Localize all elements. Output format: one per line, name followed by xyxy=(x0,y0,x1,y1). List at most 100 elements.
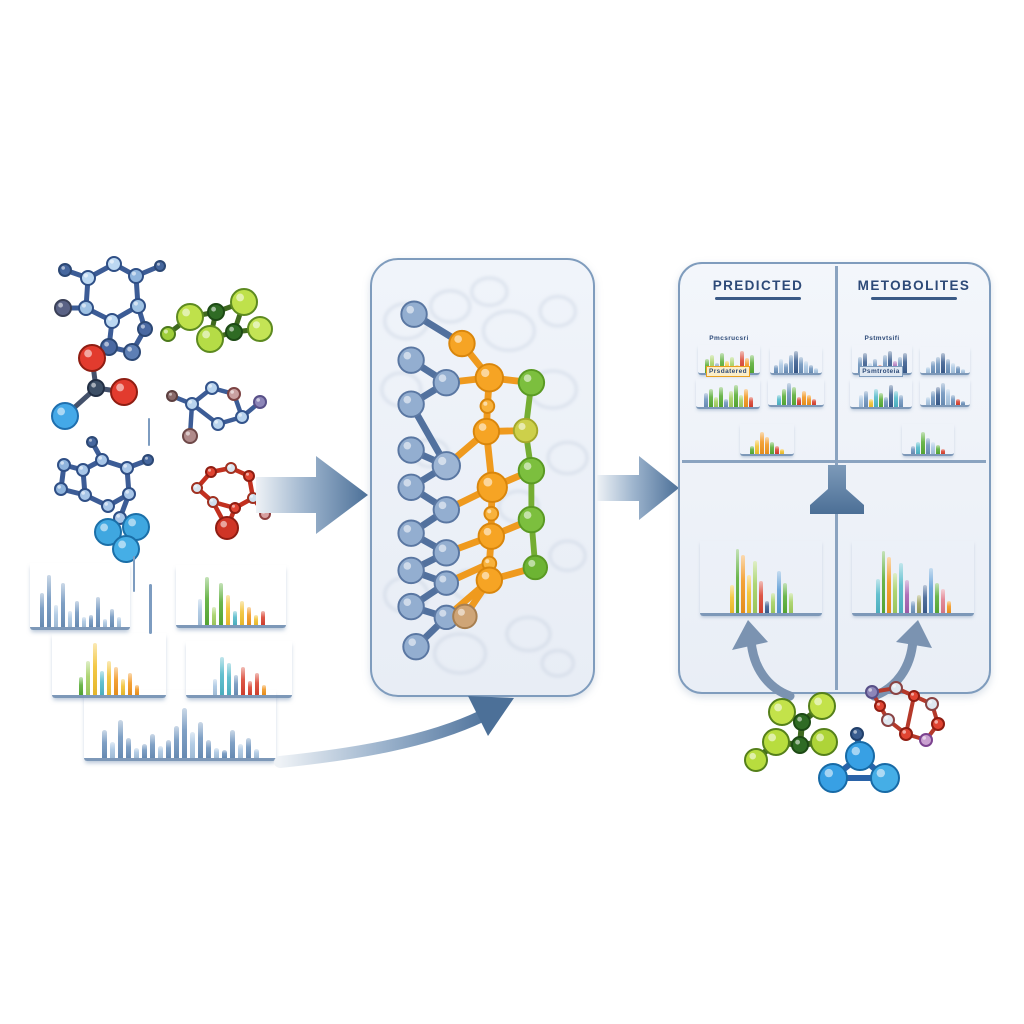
spectrum-bar xyxy=(740,555,745,613)
spectrum-bar xyxy=(881,551,885,613)
mini-chart: Psmtroteia xyxy=(850,366,912,409)
spectrum-bar xyxy=(955,366,960,373)
spectrum-bar xyxy=(926,438,930,454)
spectrum-bar xyxy=(743,389,748,407)
spectrum-bar xyxy=(88,615,93,627)
spectrum-bar xyxy=(133,748,139,758)
spectrum-bar xyxy=(211,607,216,625)
spectrum-bar xyxy=(229,730,235,758)
mini-spectrum xyxy=(740,424,794,456)
spectrum-bar xyxy=(245,738,251,758)
spectrum-bar xyxy=(237,744,243,758)
spectrum-bar xyxy=(728,391,733,407)
spectrum-bar xyxy=(226,663,231,695)
spectrum-bar xyxy=(128,673,132,695)
spectrum-bar xyxy=(859,395,863,407)
input-spectrum-multicolor-3 xyxy=(186,641,292,698)
spectrum-bar xyxy=(960,401,965,405)
spectrum-bar xyxy=(738,395,743,407)
spectrum-bar xyxy=(770,593,775,613)
spectrum-bar xyxy=(246,607,251,625)
spectrum-bar xyxy=(213,748,219,758)
panel-horizontal-divider xyxy=(682,460,986,463)
spectrum-bar xyxy=(240,667,245,695)
header-underline xyxy=(715,297,801,300)
spectrum-bar xyxy=(774,365,778,373)
spectrum-bar xyxy=(814,368,818,373)
spectrum-bar xyxy=(776,571,781,613)
spectrum-bar xyxy=(941,449,945,454)
mini-spectrum xyxy=(768,379,824,407)
right-arrow-icon xyxy=(597,456,679,520)
line-artifact xyxy=(148,418,150,446)
mini-chart-label: Psmtroteia xyxy=(859,366,903,377)
down-arrow-icon xyxy=(810,465,864,514)
spectrum-bar xyxy=(708,389,713,407)
spectrum-bar xyxy=(916,442,920,454)
spectrum-bar xyxy=(86,661,90,695)
molecule-red-blue xyxy=(51,344,138,430)
spectrum-bar xyxy=(786,383,791,405)
line-artifact xyxy=(133,556,135,592)
spectrum-bar xyxy=(794,351,798,373)
spectrum-bar xyxy=(940,589,945,613)
spectrum-bar xyxy=(79,677,83,695)
input-spectrum-multicolor-1 xyxy=(176,565,286,628)
spectrum-bar xyxy=(811,399,816,405)
spectrum-bar xyxy=(67,611,72,627)
input-spectrum-blue-large xyxy=(84,690,276,761)
curved-up-arrow-icon xyxy=(732,620,795,701)
spectrum-bar xyxy=(157,746,163,758)
spectrum-bar xyxy=(204,577,209,625)
spectrum-bar xyxy=(703,393,708,407)
input-spectrum-blue-1 xyxy=(30,563,130,630)
spectrum-bar xyxy=(928,568,933,613)
spectrum-bar xyxy=(114,667,118,695)
spectrum-bar xyxy=(212,679,217,695)
spectrum-bar xyxy=(940,353,945,373)
spectrum-bar xyxy=(765,437,769,454)
mini-chart-label: Pmcsrucsri xyxy=(709,335,749,342)
spectrum-bar xyxy=(796,397,801,405)
molecular-network-graph xyxy=(380,276,589,678)
spectrum-bar xyxy=(239,601,244,625)
spectrum-bar xyxy=(165,740,171,758)
spectrum-bar xyxy=(799,357,803,373)
spectrum-bar xyxy=(121,679,125,695)
big-spectrum xyxy=(700,541,822,616)
spectrum-bar xyxy=(116,617,121,627)
spectrum-bar xyxy=(733,385,738,407)
spectrum-bar xyxy=(758,581,763,613)
mini-chart xyxy=(902,424,954,456)
spectrum-bar xyxy=(862,353,867,373)
spectrum-bar xyxy=(960,369,965,373)
spectrum-bar xyxy=(882,355,887,373)
spectrum-bar xyxy=(135,685,139,695)
mini-chart xyxy=(920,347,970,375)
spectrum-bar xyxy=(910,601,915,613)
spectrum-bar xyxy=(894,391,898,407)
mini-chart-label: Prsdatered xyxy=(706,366,750,377)
spectrum-bar xyxy=(261,685,266,695)
spectrum-bar xyxy=(904,580,909,613)
mini-chart: Prsdatered xyxy=(696,366,760,409)
molecule-blue-ring xyxy=(54,256,166,361)
molecule-small-blue-ring xyxy=(166,381,267,444)
spectrum-bar xyxy=(886,557,891,613)
mini-spectrum xyxy=(850,379,912,409)
mini-spectrum xyxy=(696,379,760,409)
spectrum-bar xyxy=(892,573,897,613)
spectrum-bar xyxy=(776,395,781,405)
mini-spectrum xyxy=(770,347,822,375)
spectrum-bar xyxy=(46,575,51,627)
spectrum-bar xyxy=(107,661,111,695)
spectrum-bar xyxy=(93,643,97,695)
spectrum-bar xyxy=(804,361,808,373)
spectrum-bar xyxy=(221,750,227,758)
spectrum-bar xyxy=(791,387,796,405)
spectrum-bar xyxy=(869,399,873,407)
spectrum-bar xyxy=(205,740,211,758)
spectrum-bar xyxy=(225,595,230,625)
spectrum-bar xyxy=(750,446,754,454)
spectrum-bar xyxy=(60,583,65,627)
